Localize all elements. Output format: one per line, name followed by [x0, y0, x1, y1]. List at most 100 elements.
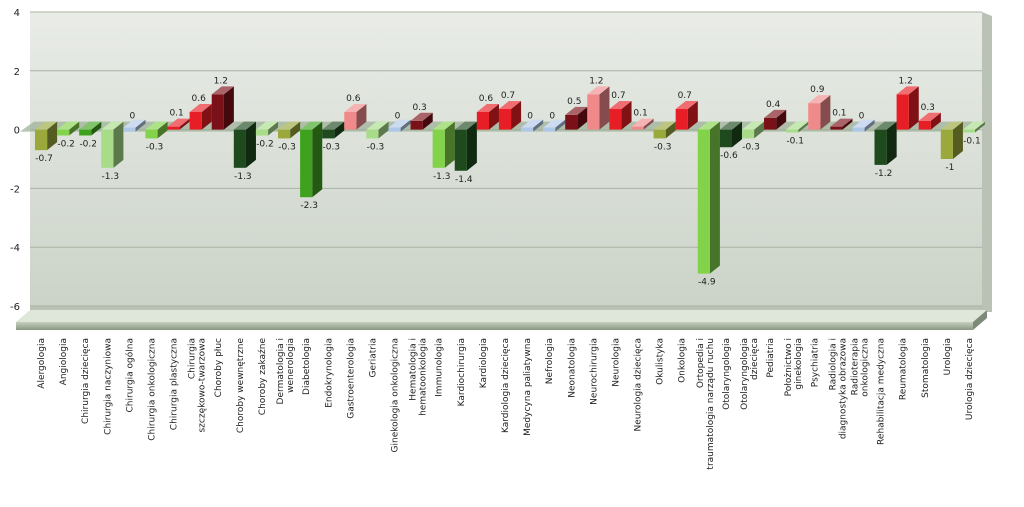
bar: [454, 121, 477, 171]
bar: [874, 121, 897, 165]
plot-background: [30, 12, 992, 312]
bar: [233, 121, 256, 168]
bar: [808, 95, 831, 130]
bar-value-label: 0.1: [169, 109, 183, 119]
x-category-label: Neurologia dziecięca: [634, 338, 644, 432]
bar-value-label: -0.2: [57, 139, 75, 149]
bar-value-label: -0.6: [720, 151, 738, 161]
x-category-label: Dermatologia iwenerologia: [276, 338, 296, 404]
bar: [277, 121, 301, 139]
bar: [786, 121, 809, 133]
bar-value-label: -0.3: [654, 142, 672, 152]
y-tick-label: 0: [14, 126, 20, 137]
x-category-label: Okulistyka: [656, 338, 666, 385]
bar-value-label: 0.1: [832, 109, 846, 119]
bar: [366, 121, 389, 139]
bar-value-label: 0.6: [346, 94, 361, 104]
x-category-label: Położnictwo iginekologia: [784, 338, 804, 396]
bar-value-label: 0.9: [810, 85, 825, 95]
bar: [145, 121, 168, 139]
x-category-label: Kardiochirurgia: [457, 338, 467, 406]
bar-value-label: -1.3: [102, 172, 120, 182]
bar-value-label: 0: [527, 112, 533, 122]
bar-value-label: -0.3: [278, 142, 296, 152]
x-category-label: Chirurgia naczyniowa: [103, 338, 113, 435]
bar: [852, 119, 875, 132]
bar: [631, 118, 654, 130]
y-axis: 4 2 0 -2 -4 -6: [10, 8, 20, 313]
x-category-label: Hematologia ihematoonkologia: [409, 338, 429, 416]
x-category-label: Immunologia: [435, 338, 445, 397]
bar: [521, 119, 544, 132]
bar-value-label: -0.3: [146, 142, 164, 152]
bar: [300, 121, 323, 198]
y-tick-label: 2: [14, 67, 20, 78]
x-category-label: Neonatologia: [567, 338, 577, 398]
x-category-label: Nefrologia: [545, 338, 555, 384]
bar: [940, 121, 963, 159]
x-category-label: Urologia: [943, 338, 953, 375]
bar-value-label: 1.2: [899, 76, 913, 86]
bar: [609, 101, 632, 130]
bar: [830, 118, 853, 130]
x-category-label: Choroby wewnętrzne: [236, 338, 246, 434]
bar: [79, 121, 102, 136]
bar-value-label: 0: [130, 112, 136, 122]
x-category-label: Chirurgia onkologiczna: [148, 338, 158, 441]
bar: [719, 121, 743, 148]
bar: [697, 121, 720, 274]
bar-value-label: 0.4: [766, 100, 781, 110]
bar-value-label: 0.7: [501, 91, 515, 101]
bar: [255, 121, 279, 136]
x-category-label: Neurologia: [611, 338, 621, 387]
x-category-label: Chirurgia ogólna: [124, 338, 135, 412]
x-category-label: Ortopedia itraumatologia narządu ruchu: [696, 338, 716, 470]
bar-value-label: 0: [549, 112, 555, 122]
bars: [34, 86, 986, 274]
bar: [675, 101, 698, 130]
bar-value-label: -0.1: [963, 137, 981, 147]
x-category-label: Pediatria: [766, 338, 776, 378]
bar-value-label: 0.7: [678, 91, 692, 101]
bar-value-label: -1: [945, 163, 954, 173]
x-category-label: Choroby płuc: [214, 338, 224, 397]
x-category-label: Chirurgia dziecięca: [81, 338, 91, 424]
x-category-label: Medycyna paliatywna: [523, 338, 533, 436]
bar: [587, 86, 610, 130]
bar: [653, 121, 676, 139]
x-category-label: Radiologia idiagnostyka obrazowa: [828, 338, 848, 439]
y-tick-label: -2: [10, 184, 20, 195]
bar-value-label: 0.6: [479, 94, 494, 104]
x-category-label: Onkologia: [678, 338, 688, 383]
bar-value-label: 0.6: [192, 94, 207, 104]
bar-value-label: 1.2: [214, 76, 228, 86]
bar: [476, 103, 499, 130]
bar: [344, 103, 367, 130]
x-category-label: Rehabilitacja medyczna: [877, 338, 887, 445]
x-category-label: Otolaryngologiadziecięca: [740, 338, 760, 410]
x-category-label: Chirurgia plastyczna: [170, 338, 180, 430]
bar-value-label: -1.2: [875, 169, 893, 179]
bar: [123, 119, 146, 132]
x-category-label: Radioterapiaonkologiczna: [850, 338, 870, 397]
bar: [918, 112, 941, 130]
x-category-label: Psychiatria: [810, 338, 820, 387]
bar: [34, 121, 58, 151]
y-tick-label: -6: [10, 302, 20, 313]
bar-value-label: -1.4: [455, 175, 473, 185]
bar-value-label: 0.1: [633, 109, 647, 119]
plot-floor: [16, 310, 987, 330]
bar: [962, 121, 986, 133]
bar: [167, 118, 190, 130]
bar: [211, 86, 234, 130]
x-category-label: Ginekologia onkologiczna: [391, 338, 401, 452]
bar-value-label: 0: [859, 112, 865, 122]
bar: [896, 86, 919, 130]
x-category-label: Alergologia: [37, 338, 47, 389]
x-category-label: Chirurgiaszczękowo-twarzowa: [188, 338, 208, 433]
bar: [410, 112, 433, 130]
x-category-label: Stomatologia: [921, 338, 931, 398]
bar-value-label: -0.3: [322, 142, 340, 152]
bar: [388, 119, 411, 132]
x-category-label: Kardiologia: [479, 338, 489, 388]
